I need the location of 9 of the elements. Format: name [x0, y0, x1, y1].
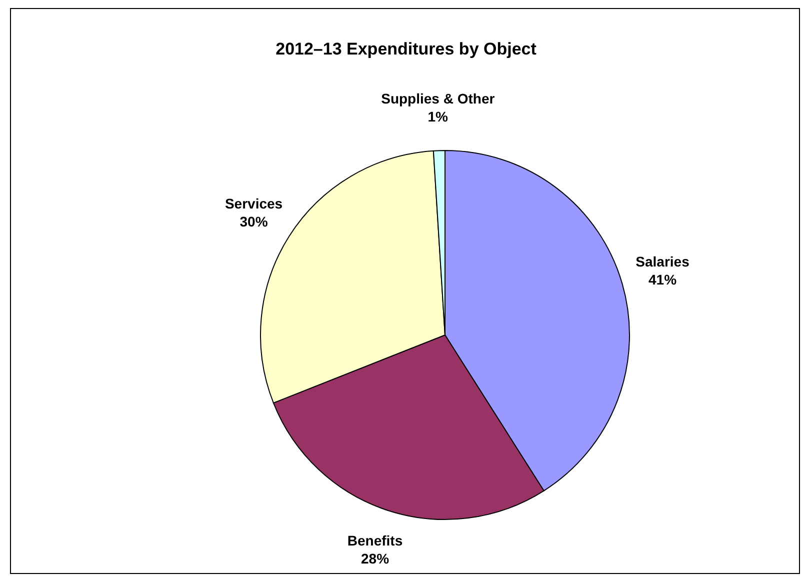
slice-label: Supplies & Other — [381, 90, 496, 106]
data-label: 30% — [240, 213, 268, 230]
data-label: 1% — [428, 108, 449, 124]
data-label: 41% — [648, 272, 678, 288]
slice-label: Benefits — [347, 532, 403, 548]
slice-label: Salaries — [636, 254, 690, 270]
data-label: 28% — [360, 550, 390, 566]
chart-title: 2012–13 Expenditures by Object — [276, 40, 537, 59]
slice-label: Services — [224, 195, 283, 212]
